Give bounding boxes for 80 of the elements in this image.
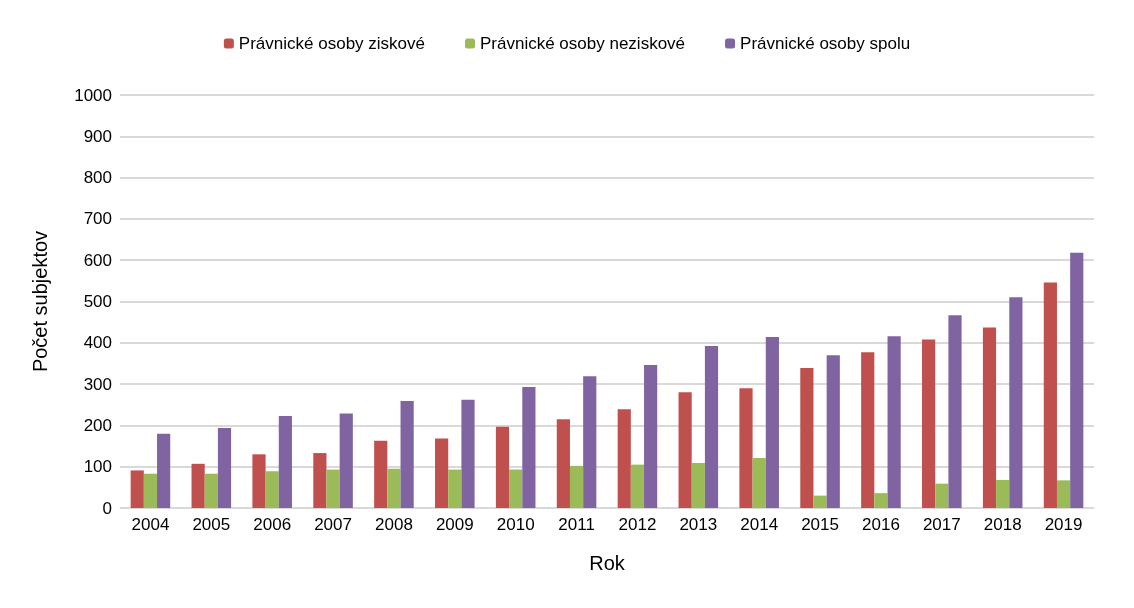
- bar: [435, 438, 449, 508]
- bar: [339, 413, 353, 508]
- bar: [800, 367, 814, 508]
- bar: [217, 427, 232, 508]
- bar: [826, 355, 840, 508]
- bar: [278, 415, 292, 508]
- bar: [691, 462, 705, 508]
- y-tick-label: 200: [83, 415, 112, 435]
- bar: [922, 339, 936, 508]
- x-tick-label: 2012: [618, 515, 657, 534]
- bar: [996, 479, 1010, 508]
- bar: [704, 346, 719, 508]
- bar: [1043, 282, 1057, 508]
- x-tick-label: 2004: [131, 515, 170, 534]
- bar: [143, 473, 158, 508]
- bar: [252, 454, 266, 508]
- y-tick-label: 900: [83, 126, 112, 146]
- bar: [813, 495, 827, 508]
- bar: [374, 440, 388, 508]
- y-tick-label: 800: [83, 168, 112, 188]
- x-tick-label: 2011: [558, 515, 595, 534]
- y-tick-label: 0: [102, 498, 112, 518]
- bar: [1009, 297, 1023, 508]
- bar: [569, 465, 584, 508]
- x-tick-label: 2006: [253, 515, 292, 534]
- legend-label: Právnické osoby ziskové: [238, 34, 425, 53]
- bar: [326, 469, 340, 508]
- x-tick-label: 2009: [435, 515, 474, 534]
- bar: [204, 473, 218, 508]
- bar: [630, 464, 645, 508]
- bar: [313, 453, 327, 508]
- bar: [948, 315, 962, 508]
- legend-label: Právnické osoby spolu: [740, 34, 911, 53]
- y-tick-label: 1000: [74, 85, 112, 105]
- bar: [387, 468, 401, 508]
- x-tick-label: 2007: [314, 515, 352, 534]
- x-tick-label: 2008: [375, 515, 413, 534]
- bar: [678, 392, 692, 508]
- bar: [448, 469, 462, 508]
- y-tick-label: 100: [83, 457, 112, 477]
- x-tick-label: 2018: [983, 515, 1022, 534]
- bar: [265, 471, 279, 508]
- bar: [739, 388, 753, 508]
- x-tick-label: 2017: [922, 515, 961, 534]
- y-axis-title: Počet subjektov: [29, 230, 51, 373]
- bar: [752, 458, 766, 508]
- y-tick-label: 500: [83, 292, 112, 311]
- x-tick-label: 2014: [740, 515, 779, 534]
- bar: [400, 401, 414, 508]
- bar: [887, 336, 901, 508]
- bar: [982, 327, 997, 508]
- bar: [644, 365, 658, 508]
- bar: [522, 386, 536, 508]
- x-tick-label: 2015: [801, 515, 839, 534]
- bar: [556, 419, 570, 508]
- bar: [617, 409, 631, 508]
- legend-label: Právnické osoby neziskové: [480, 34, 686, 53]
- bar: [461, 399, 475, 508]
- bar: [509, 469, 523, 508]
- x-tick-label: 2016: [862, 515, 900, 534]
- bar: [765, 337, 779, 508]
- bar: [874, 493, 888, 508]
- bar: [495, 426, 510, 508]
- bar: [1070, 252, 1084, 508]
- y-tick-label: 300: [83, 374, 112, 394]
- y-tick-label: 400: [83, 333, 112, 353]
- x-tick-label: 2013: [679, 515, 718, 534]
- x-tick-label: 2010: [496, 515, 535, 534]
- x-tick-label: 2019: [1044, 515, 1083, 534]
- y-tick-label: 600: [83, 250, 112, 270]
- bar: [130, 470, 144, 508]
- bar: [935, 483, 949, 508]
- bar: [861, 352, 875, 508]
- x-axis-title: Rok: [589, 552, 626, 574]
- bar: [157, 433, 171, 508]
- y-tick-label: 700: [83, 209, 112, 229]
- bar: [191, 463, 205, 508]
- bar: [583, 376, 597, 508]
- bar: [1056, 480, 1071, 508]
- x-tick-label: 2005: [192, 515, 231, 534]
